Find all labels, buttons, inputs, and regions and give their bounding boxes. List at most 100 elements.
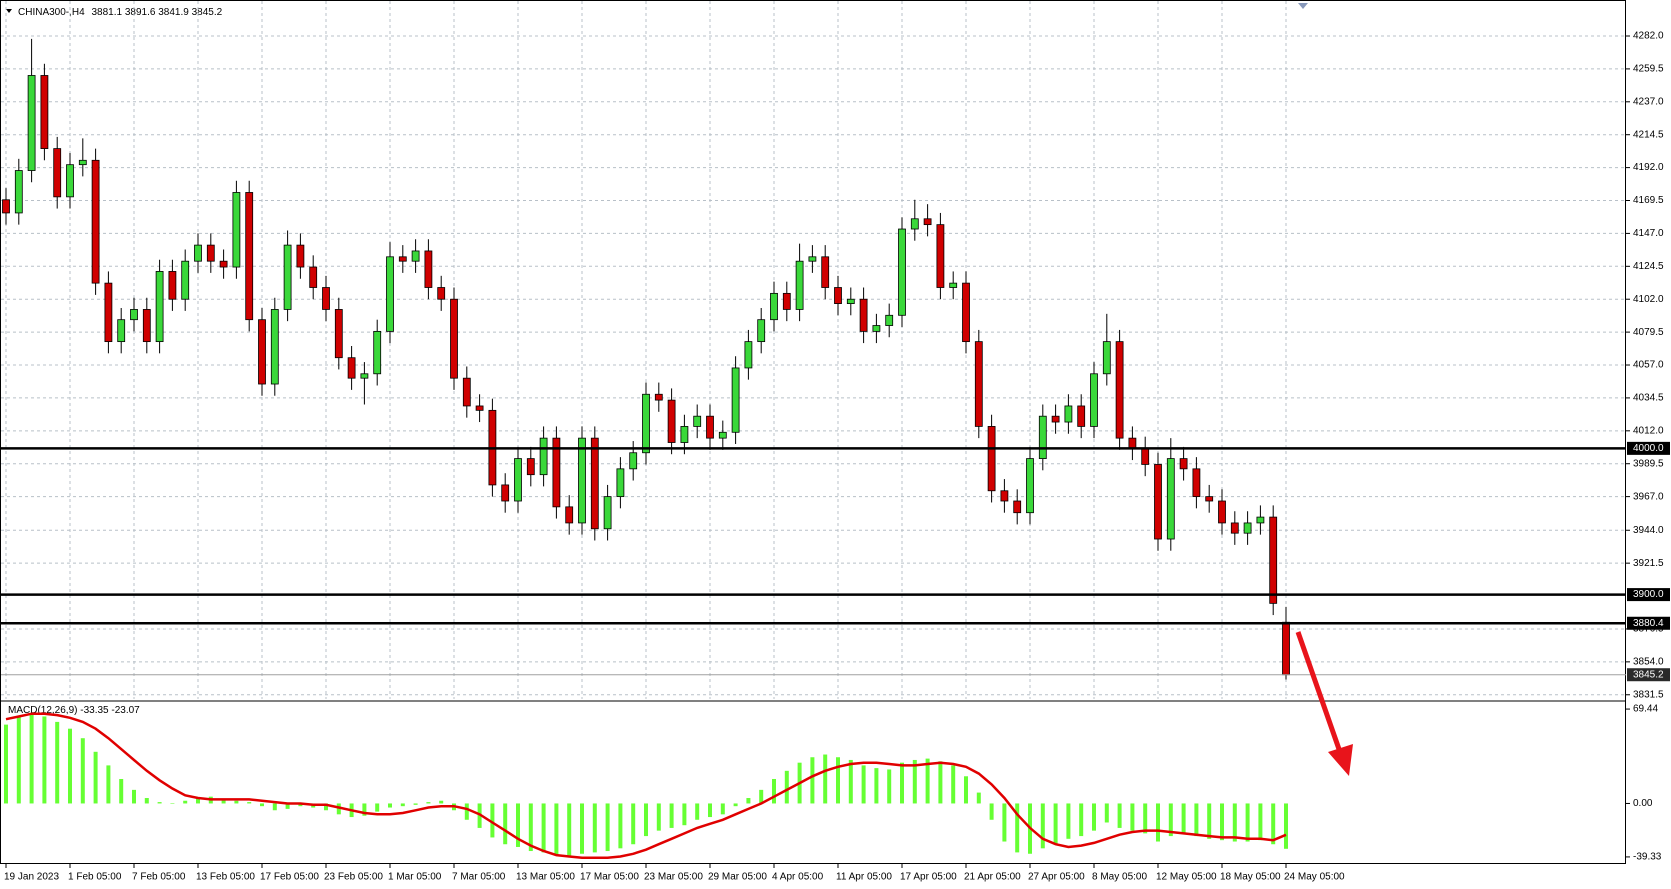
macd-bar: [669, 803, 674, 828]
macd-bar: [989, 803, 994, 820]
candle-body: [232, 192, 241, 268]
x-tick-label: 1 Feb 05:00: [68, 872, 122, 883]
candle-body: [155, 271, 164, 343]
x-tick-label: 8 May 05:00: [1092, 872, 1147, 883]
candle-body: [411, 250, 420, 262]
macd-bar: [362, 803, 367, 816]
y-tick-label: 4214.5: [1633, 129, 1664, 140]
y-tick-label: 4147.0: [1633, 228, 1664, 239]
candle-body: [1205, 496, 1214, 502]
macd-bar: [285, 803, 290, 809]
x-tick-label: 4 Apr 05:00: [772, 872, 824, 883]
chart-header: CHINA300-,H4 3881.1 3891.6 3841.9 3845.2: [18, 7, 223, 18]
candle-body: [642, 393, 650, 454]
candle-body: [245, 192, 254, 321]
macd-bar: [784, 770, 789, 804]
candle-body: [27, 75, 36, 171]
candle-body: [219, 260, 228, 268]
candle-body: [885, 314, 894, 326]
x-tick-label: 11 Apr 05:00: [836, 872, 892, 883]
macd-bar: [861, 765, 866, 804]
level-label-box: [1627, 588, 1670, 602]
candle-body: [386, 256, 394, 332]
macd-bar: [644, 803, 648, 837]
macd-bar: [183, 800, 188, 804]
macd-bar: [976, 792, 981, 804]
y-tick-label: 4169.5: [1633, 195, 1664, 206]
candle-body: [1141, 447, 1150, 465]
candle-body: [1077, 405, 1086, 427]
macd-bar: [746, 798, 751, 804]
macd-last: -33.35: [80, 705, 109, 716]
macd-bar: [528, 803, 533, 852]
candle-body: [1000, 490, 1009, 502]
macd-bar: [810, 757, 815, 804]
y-tick-label: 4124.5: [1633, 261, 1664, 272]
candle-body: [1179, 458, 1188, 470]
candle-body: [1230, 522, 1239, 534]
candle-body: [770, 292, 778, 321]
candle-body: [782, 292, 791, 310]
signal-line: [5, 712, 1287, 860]
macd-bar: [567, 803, 572, 857]
x-tick-label: 24 May 05:00: [1284, 872, 1345, 883]
macd-bar: [221, 799, 226, 804]
y-tick-label: 69.44: [1633, 704, 1658, 715]
macd-bar: [4, 724, 8, 804]
macd-bar: [516, 803, 520, 847]
x-tick-label: 7 Mar 05:00: [452, 872, 506, 883]
x-tick-label: 17 Feb 05:00: [260, 872, 319, 883]
last-low: 3841.9: [158, 7, 189, 18]
macd-bar: [605, 803, 610, 852]
macd-bar: [55, 721, 60, 804]
macd-bar: [260, 803, 264, 807]
macd-bar: [618, 803, 623, 849]
candle-body: [846, 298, 855, 304]
x-tick-label: 7 Feb 05:00: [132, 872, 186, 883]
macd-bar: [247, 802, 252, 804]
candle-body: [462, 377, 471, 407]
macd-bar: [695, 803, 700, 820]
arrow-shaft: [1295, 631, 1343, 753]
macd-bar: [196, 798, 200, 804]
level-label: 4000.0: [1633, 443, 1664, 454]
macd-bar: [413, 803, 418, 805]
macd-bar: [1117, 803, 1122, 828]
y-tick-label: 3854.0: [1633, 656, 1664, 667]
macd-bar: [1207, 803, 1212, 839]
candle-body: [539, 437, 548, 476]
candle-body: [962, 282, 970, 343]
signal-last: -23.07: [111, 705, 140, 716]
menu-triangle: [6, 9, 12, 13]
candle-body: [53, 148, 62, 198]
macd-bar: [400, 803, 405, 807]
candle-body: [142, 309, 151, 343]
bid-label: 3845.2: [1633, 669, 1664, 680]
macd-bar: [1002, 803, 1007, 842]
candle-body: [475, 405, 484, 411]
candle-body: [78, 159, 87, 166]
candle-body: [437, 287, 446, 300]
x-tick-label: 19 Jan 2023: [4, 872, 59, 883]
x-tick-label: 29 Mar 05:00: [708, 872, 767, 883]
candle-body: [181, 260, 190, 300]
y-tick-label: 3967.0: [1633, 491, 1664, 502]
macd-bar: [1284, 803, 1288, 849]
candle-body: [629, 452, 638, 470]
candle-body: [1051, 415, 1060, 423]
candle-body: [206, 244, 215, 262]
macd-bar: [1271, 803, 1276, 845]
candle-body: [514, 458, 522, 502]
macd-bar: [759, 789, 764, 804]
candle-body: [1269, 516, 1278, 604]
macd-bar: [682, 803, 687, 826]
candle-body: [1192, 468, 1201, 498]
macd-bar: [42, 716, 47, 804]
candle-body: [501, 484, 510, 502]
macd-bar: [836, 757, 840, 804]
macd-bar: [900, 762, 904, 804]
macd-bar: [1053, 803, 1058, 845]
macd-bar: [132, 789, 136, 804]
macd-bar: [336, 803, 341, 815]
